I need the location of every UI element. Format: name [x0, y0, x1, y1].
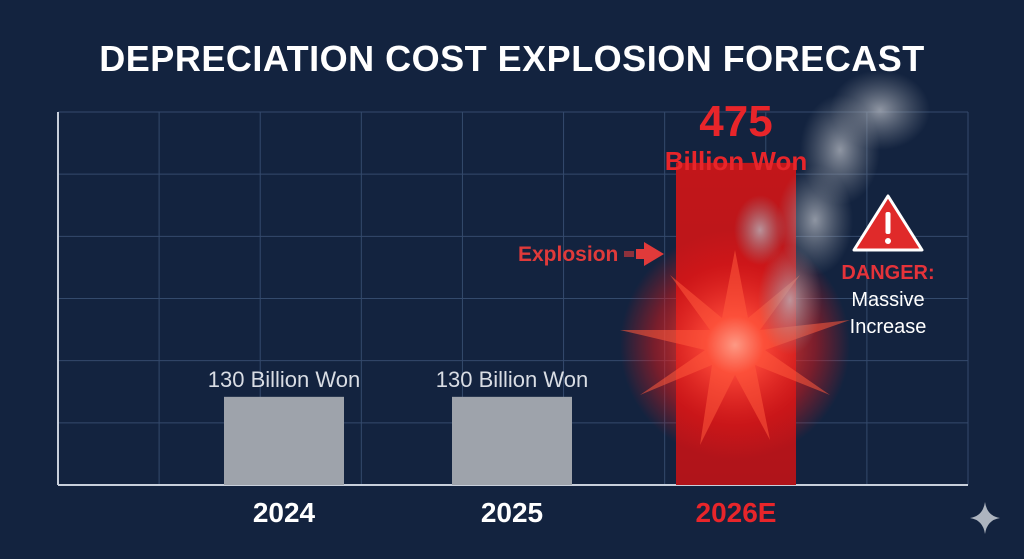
danger-line1: Massive	[851, 289, 924, 311]
warning-triangle-icon	[852, 194, 924, 252]
x-tick-label: 2026E	[696, 497, 777, 528]
highlight-value: 475	[699, 97, 772, 146]
explosion-label: Explosion	[518, 243, 618, 266]
bar-2024	[224, 396, 344, 485]
bar-value-label: 130 Billion Won	[208, 367, 360, 392]
chart-title: DEPRECIATION COST EXPLOSION FORECAST	[99, 38, 925, 79]
smoke	[734, 70, 930, 355]
x-tick-label: 2025	[481, 497, 543, 528]
danger-annotation: DANGER: Massive Increase	[841, 194, 935, 338]
arrow-right-icon	[624, 242, 664, 266]
bar-2025	[452, 396, 572, 485]
sparkle-icon	[970, 502, 1000, 534]
explosion-annotation: Explosion	[518, 242, 664, 266]
bar-value-label: 130 Billion Won	[436, 367, 588, 392]
danger-title: DANGER:	[841, 262, 934, 284]
danger-line2: Increase	[850, 316, 927, 338]
x-tick-label: 2024	[253, 497, 316, 528]
highlight-value-unit: Billion Won	[665, 146, 808, 176]
